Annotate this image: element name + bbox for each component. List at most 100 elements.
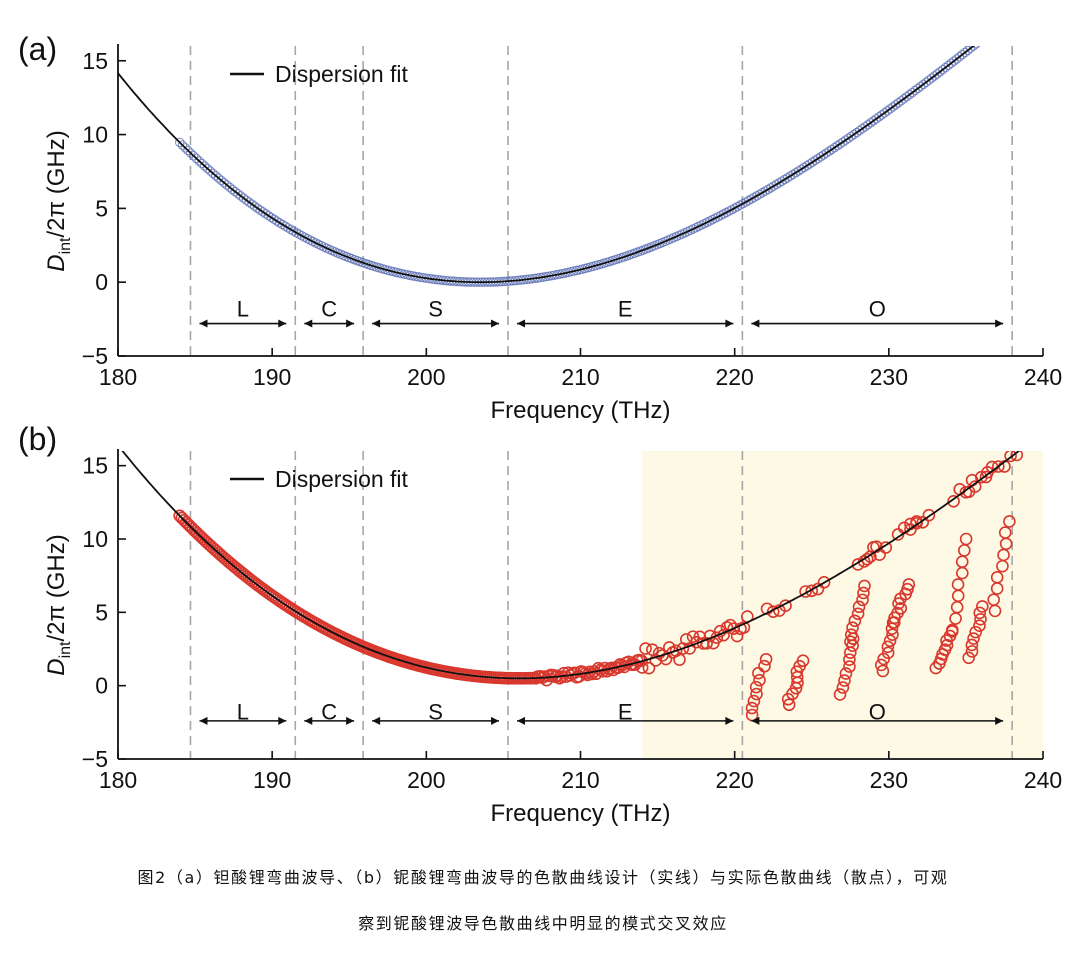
data-point: [844, 635, 857, 648]
y-tick-label: 10: [82, 122, 108, 148]
data-point: [951, 578, 965, 591]
data-point: [997, 20, 1005, 28]
y-axis-label-main: D: [43, 658, 70, 675]
data-point: [720, 621, 734, 634]
data-point: [186, 522, 199, 536]
data-point: [788, 169, 798, 180]
band-arrowhead-left: [372, 716, 381, 725]
data-point: [779, 174, 790, 185]
data-point: [745, 701, 759, 715]
x-tick-label: 190: [253, 364, 291, 390]
y-tick-label: 0: [95, 269, 108, 295]
band-arrowhead-left: [199, 319, 208, 328]
data-point: [173, 509, 186, 523]
data-point: [902, 578, 916, 591]
band-label-L: L: [237, 700, 249, 725]
band-arrowhead-right: [491, 716, 500, 725]
data-point: [991, 24, 999, 32]
data-point: [977, 35, 985, 43]
data-point: [817, 575, 831, 589]
band-label-E: E: [618, 296, 633, 321]
data-point: [983, 31, 991, 39]
band-arrowhead-right: [995, 716, 1004, 725]
data-point: [177, 140, 188, 150]
data-point: [986, 29, 994, 37]
data-point: [768, 181, 779, 191]
data-point: [959, 532, 973, 546]
y-axis-label: Dint/2π (GHz): [43, 534, 74, 675]
data-point: [1017, 438, 1028, 449]
data-point: [765, 183, 776, 193]
data-point: [760, 602, 774, 616]
data-point: [998, 526, 1012, 539]
y-axis-label: Dint/2π (GHz): [43, 130, 74, 271]
band-label-C: C: [321, 296, 337, 321]
data-point: [989, 27, 997, 35]
y-tick-label: 15: [82, 453, 108, 479]
x-tick-label: 210: [561, 364, 599, 390]
x-tick-label: 230: [870, 767, 908, 793]
y-tick-label: 5: [95, 599, 108, 625]
data-point: [836, 681, 850, 694]
band-label-L: L: [237, 296, 249, 321]
data-point: [843, 653, 856, 666]
highlight-region: [642, 451, 1043, 759]
data-point: [990, 571, 1004, 584]
data-point: [967, 632, 980, 645]
band-arrowhead-right: [278, 716, 287, 725]
data-point: [782, 173, 793, 183]
x-tick-label: 210: [561, 767, 599, 793]
data-point: [844, 628, 858, 642]
panel-label: (b): [18, 421, 57, 457]
data-point: [766, 605, 780, 618]
dispersion-fit-line: [118, 46, 975, 284]
data-point: [213, 173, 224, 183]
data-point: [946, 623, 959, 637]
data-point: [285, 224, 296, 235]
data-point: [288, 226, 299, 236]
data-point: [976, 600, 989, 613]
data-point: [175, 511, 189, 525]
data-point: [987, 593, 1000, 606]
data-point: [743, 195, 754, 206]
data-point: [749, 192, 759, 203]
data-point: [294, 229, 304, 239]
data-point: [1004, 451, 1017, 463]
band-label-O: O: [869, 296, 886, 321]
data-point: [188, 151, 199, 161]
data-point: [205, 166, 215, 176]
x-tick-label: 220: [715, 364, 753, 390]
data-point: [730, 629, 744, 643]
data-point: [735, 200, 745, 210]
data-point: [635, 654, 648, 667]
figure-caption-line-1: 图2（a）钽酸锂弯曲波导、（b）铌酸锂弯曲波导的色散曲线设计（实线）与实际色散曲…: [137, 868, 949, 887]
data-point: [846, 621, 859, 635]
data-point: [857, 586, 870, 600]
data-point: [796, 654, 810, 668]
data-point: [1002, 16, 1010, 24]
data-point: [839, 667, 853, 680]
y-axis-label-sub: int: [57, 641, 74, 658]
y-tick-label: 10: [82, 526, 108, 552]
data-point: [771, 179, 782, 190]
band-arrowhead-right: [346, 319, 355, 328]
x-tick-label: 240: [1024, 767, 1062, 793]
data-point: [188, 524, 202, 538]
data-point: [210, 170, 221, 181]
data-point: [183, 145, 193, 156]
data-point: [760, 186, 770, 196]
data-point: [881, 640, 895, 654]
y-tick-label: 0: [95, 673, 108, 699]
legend-label: Dispersion fit: [275, 466, 409, 492]
data-point: [750, 687, 763, 701]
band-arrowhead-left: [517, 319, 526, 328]
data-point: [673, 653, 686, 666]
x-axis-label: Frequency (THz): [490, 800, 670, 827]
data-point: [858, 579, 871, 593]
panel-label: (a): [18, 31, 57, 67]
data-point: [969, 625, 982, 639]
data-point: [901, 582, 914, 596]
band-label-O: O: [869, 700, 886, 725]
band-arrowhead-right: [278, 319, 287, 328]
x-tick-label: 230: [870, 364, 908, 390]
